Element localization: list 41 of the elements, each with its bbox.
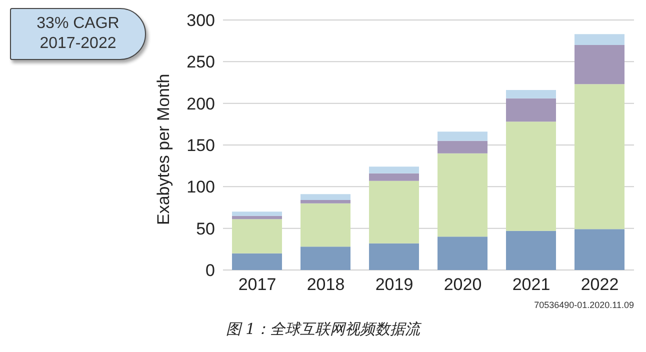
bar: [574, 84, 624, 230]
bar: [438, 153, 488, 237]
bar: [506, 122, 556, 231]
x-tick-label: 2022: [580, 275, 619, 294]
bar: [369, 180, 419, 244]
x-tick-label: 2020: [444, 275, 482, 294]
y-tick-label: 300: [186, 11, 215, 30]
bar: [232, 219, 282, 254]
bar: [574, 229, 624, 270]
bar: [506, 90, 556, 98]
bar: [232, 212, 282, 216]
caption: 图 1：全球互联网视频数据流: [224, 320, 422, 339]
y-tick-label: 150: [186, 136, 215, 156]
bar: [369, 173, 419, 181]
bar: [438, 236, 488, 270]
bar: [506, 230, 556, 270]
bar: [300, 200, 350, 204]
y-tick-label: 250: [186, 52, 215, 72]
y-tick-label: 100: [186, 178, 215, 197]
bar: [438, 140, 488, 154]
x-tick-label: 2017: [238, 275, 276, 294]
x-tick-label: 2018: [306, 275, 345, 294]
text: 70536490-01.2020.11.09: [534, 300, 634, 310]
bar: [232, 216, 282, 220]
x-tick-label: 2021: [512, 275, 550, 294]
bar: [300, 246, 350, 270]
bar: [574, 45, 624, 84]
bar: [300, 194, 350, 200]
text: 33% CAGR 2017-2022: [36, 14, 120, 54]
bar: [232, 253, 282, 270]
y-tick-label: 50: [196, 219, 215, 238]
bar: [369, 166, 419, 174]
bar: [506, 98, 556, 122]
bar: [574, 34, 624, 45]
bar: [369, 243, 419, 270]
bar: [438, 132, 488, 141]
bar: [300, 203, 350, 247]
x-tick-label: 2019: [375, 275, 414, 294]
y-axis-title: Exabytes per Month: [154, 74, 174, 225]
y-tick-label: 0: [206, 261, 215, 280]
y-tick-label: 200: [186, 94, 215, 114]
